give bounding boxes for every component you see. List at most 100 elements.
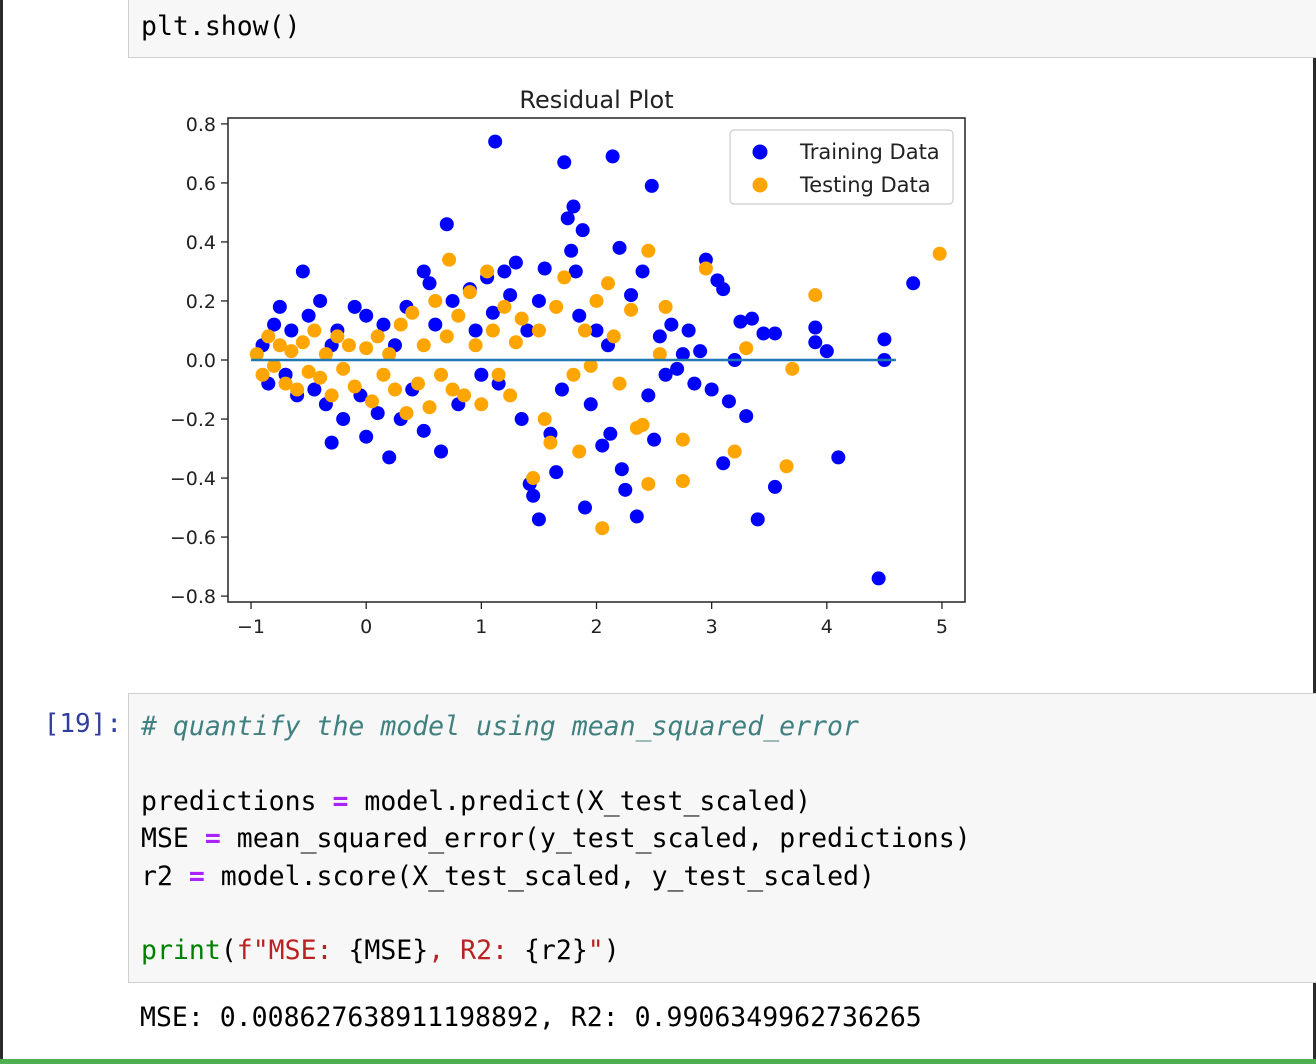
y-tick-label: 0.4 — [186, 232, 216, 254]
training-point — [652, 329, 667, 344]
code-operator: = — [332, 786, 349, 817]
training-point — [568, 264, 583, 279]
testing-point — [658, 299, 673, 314]
training-point — [359, 429, 374, 444]
training-point — [744, 311, 759, 326]
testing-point — [727, 444, 742, 459]
chart-title: Residual Plot — [519, 86, 673, 114]
code-builtin-print: print — [141, 935, 221, 966]
training-point — [681, 323, 696, 338]
y-tick-label: 0.2 — [186, 291, 216, 313]
testing-point — [514, 311, 529, 326]
testing-point — [336, 361, 351, 376]
x-tick-label: −1 — [237, 616, 265, 638]
code-line-mse: MSE = mean_squared_error(y_test_scaled, … — [141, 824, 971, 854]
residual-plot-chart: Residual Plot −1 0 1 2 3 4 5 −0.8 −0.6 −0.4 −0.2 0.0… — [170, 86, 966, 638]
testing-point — [808, 288, 823, 303]
testing-point — [301, 364, 316, 379]
code-cell-plt-show[interactable]: plt.show() — [128, 0, 1316, 58]
training-point — [267, 317, 282, 332]
training-point — [641, 388, 656, 403]
testing-point — [393, 317, 408, 332]
x-tick-label: 1 — [475, 616, 487, 638]
y-tick-label: −0.4 — [170, 468, 216, 490]
testing-point — [439, 329, 454, 344]
y-tick-label: −0.8 — [170, 586, 216, 608]
training-point — [629, 509, 644, 524]
testing-point — [557, 270, 572, 285]
training-point — [716, 282, 731, 297]
training-point — [605, 149, 620, 164]
testing-point — [462, 285, 477, 300]
training-point — [693, 344, 708, 359]
testing-point — [577, 323, 592, 338]
training-point — [595, 438, 610, 453]
training-point — [445, 293, 460, 308]
training-point — [336, 412, 351, 427]
training-point — [307, 382, 322, 397]
legend-label-testing: Testing Data — [799, 173, 931, 197]
code-token: ) — [603, 935, 620, 966]
training-point — [733, 314, 748, 329]
testing-point — [359, 341, 374, 356]
testing-point — [497, 299, 512, 314]
testing-point — [364, 394, 379, 409]
code-string: " — [587, 935, 604, 966]
testing-point — [272, 338, 287, 353]
training-point — [468, 323, 483, 338]
cell-prompt: [19]: — [43, 709, 122, 739]
training-point — [635, 264, 650, 279]
training-point — [370, 406, 385, 421]
legend-box — [729, 129, 954, 205]
code-token: {MSE} — [348, 935, 429, 966]
training-point — [526, 488, 541, 503]
training-point — [324, 435, 339, 450]
testing-point — [442, 252, 457, 267]
testing-point — [606, 329, 621, 344]
code-token: model.score(X_test_scaled, y_test_scaled… — [204, 861, 875, 892]
legend-marker-testing — [752, 177, 768, 193]
testing-point — [652, 347, 667, 362]
testing-point — [537, 412, 552, 427]
training-point — [644, 178, 659, 193]
training-point — [767, 326, 782, 341]
testing-point — [675, 432, 690, 447]
training-point — [416, 423, 431, 438]
testing-point — [249, 347, 264, 362]
y-tick-label: −0.6 — [170, 527, 216, 549]
plot-area: Residual Plot −1 0 1 2 3 4 5 −0.8 −0.6 −0.4 −0.2 0.0… — [170, 86, 966, 638]
training-point — [347, 299, 362, 314]
window-frame-right — [1313, 0, 1316, 1064]
training-point — [564, 243, 579, 258]
training-point — [877, 332, 892, 347]
x-tick-label: 0 — [360, 616, 372, 638]
code-comment: # quantify the model using mean_squared_… — [141, 711, 859, 742]
testing-point — [543, 435, 558, 450]
window-frame-left — [0, 0, 3, 1064]
testing-point — [635, 417, 650, 432]
testing-point — [382, 347, 397, 362]
testing-point — [508, 335, 523, 350]
training-point — [664, 317, 679, 332]
testing-point — [503, 388, 518, 403]
training-point — [612, 240, 627, 255]
testing-point — [526, 471, 541, 486]
training-point — [687, 376, 702, 391]
code-cell-mse[interactable]: # quantify the model using mean_squared_… — [128, 693, 1316, 983]
training-point — [808, 335, 823, 350]
testing-point — [572, 444, 587, 459]
code-operator: = — [204, 823, 221, 854]
code-token: {r2} — [523, 935, 588, 966]
testing-point — [641, 476, 656, 491]
training-point — [618, 482, 633, 497]
training-point — [658, 367, 673, 382]
testing-point — [932, 246, 947, 261]
training-point — [557, 155, 572, 170]
testing-point — [284, 344, 299, 359]
testing-point — [779, 459, 794, 474]
training-point — [531, 293, 546, 308]
code-line-r2: r2 = model.score(X_test_scaled, y_test_s… — [141, 862, 875, 892]
code-line-plt-show: plt.show() — [141, 11, 301, 42]
training-point — [422, 276, 437, 291]
code-token: ( — [220, 935, 237, 966]
